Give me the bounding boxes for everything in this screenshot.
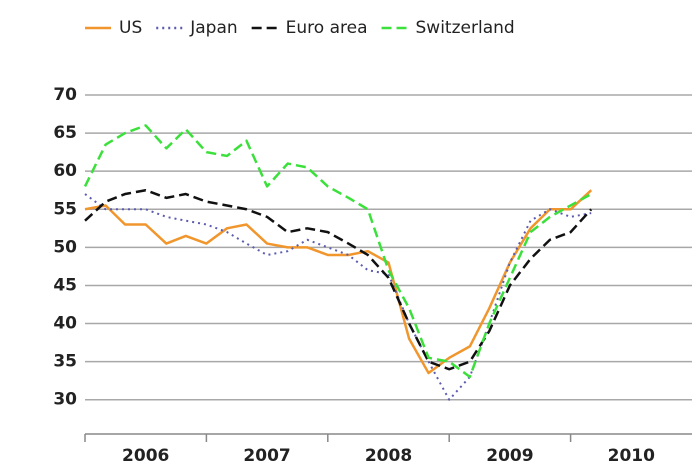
series-line (84, 193, 592, 401)
legend-label: Japan (189, 18, 237, 38)
y-tick-label: 50 (53, 237, 77, 257)
y-tick-label: 55 (53, 199, 77, 219)
legend-label: Euro area (286, 18, 368, 38)
y-tick-label: 60 (53, 161, 77, 181)
x-tick-label: 2008 (365, 446, 412, 466)
y-tick-label: 30 (53, 390, 77, 410)
legend-label: US (119, 18, 142, 38)
x-tick-label: 2010 (608, 446, 655, 466)
x-tick-label: 2006 (122, 446, 169, 466)
series-line (84, 188, 593, 371)
y-tick-label: 45 (53, 275, 77, 295)
y-tick-label: 35 (53, 352, 77, 372)
x-tick-label: 2007 (243, 446, 290, 466)
y-tick-label: 65 (53, 123, 77, 143)
series-line (83, 124, 592, 379)
y-tick-label: 40 (53, 314, 77, 334)
legend-label: Switzerland (416, 18, 515, 38)
series-line (84, 189, 593, 375)
x-tick-label: 2009 (486, 446, 533, 466)
y-tick-label: 70 (53, 85, 77, 105)
